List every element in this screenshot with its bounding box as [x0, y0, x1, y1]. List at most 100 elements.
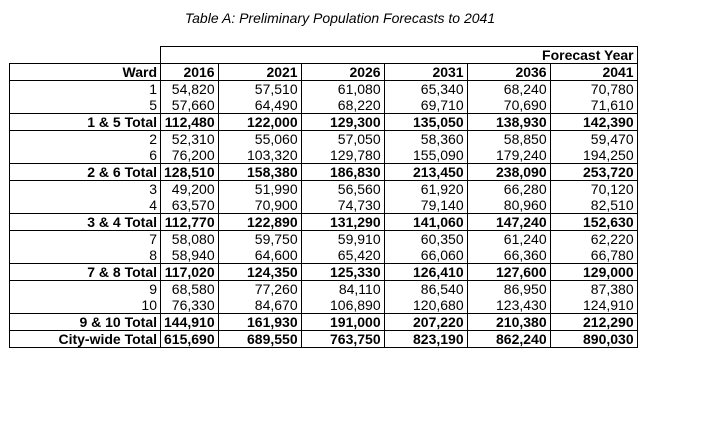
total-row: City-wide Total 615,690 689,550 763,750 823,… [9, 330, 638, 348]
value-cell: 763,750 [300, 330, 385, 348]
value-cell: 57,510 [217, 80, 302, 97]
value-cell: 86,950 [466, 280, 551, 297]
value-cell: 70,120 [549, 180, 638, 197]
value-cell: 60,350 [383, 230, 468, 247]
value-cell: 207,220 [383, 313, 468, 331]
value-cell: 80,960 [466, 197, 551, 214]
value-cell: 57,660 [160, 97, 219, 114]
ward-cell: City-wide Total [9, 330, 161, 348]
column-header-2016: 2016 [160, 63, 219, 81]
value-cell: 66,780 [549, 247, 638, 264]
value-cell: 142,390 [549, 113, 638, 131]
value-cell: 70,780 [549, 80, 638, 97]
value-cell: 144,910 [160, 313, 219, 331]
value-cell: 126,410 [383, 263, 468, 281]
value-cell: 112,770 [160, 213, 219, 231]
value-cell: 70,690 [466, 97, 551, 114]
value-cell: 147,240 [466, 213, 551, 231]
table-row: 2 52,310 55,060 57,050 58,360 58,850 59,470 [9, 130, 638, 147]
value-cell: 58,080 [160, 230, 219, 247]
value-cell: 890,030 [549, 330, 638, 348]
value-cell: 106,890 [300, 297, 385, 314]
ward-cell: 10 [9, 297, 161, 314]
value-cell: 131,290 [300, 213, 385, 231]
value-cell: 191,000 [300, 313, 385, 331]
value-cell: 69,710 [383, 97, 468, 114]
value-cell: 57,050 [300, 130, 385, 147]
column-header-2036: 2036 [466, 63, 551, 81]
value-cell: 122,890 [217, 213, 302, 231]
ward-cell: 1 & 5 Total [9, 113, 161, 131]
value-cell: 68,580 [160, 280, 219, 297]
ward-cell: 8 [9, 247, 161, 264]
value-cell: 103,320 [217, 147, 302, 164]
value-cell: 615,690 [160, 330, 219, 348]
value-cell: 112,480 [160, 113, 219, 131]
value-cell: 79,140 [383, 197, 468, 214]
value-cell: 87,380 [549, 280, 638, 297]
value-cell: 49,200 [160, 180, 219, 197]
value-cell: 129,780 [300, 147, 385, 164]
total-row: 3 & 4 Total 112,770 122,890 131,290 141,060 1… [9, 213, 638, 231]
value-cell: 158,380 [217, 163, 302, 181]
ward-cell: 9 [9, 280, 161, 297]
value-cell: 120,680 [383, 297, 468, 314]
value-cell: 58,850 [466, 130, 551, 147]
ward-cell: 6 [9, 147, 161, 164]
value-cell: 123,430 [466, 297, 551, 314]
value-cell: 52,310 [160, 130, 219, 147]
value-cell: 71,610 [549, 97, 638, 114]
ward-cell: 4 [9, 197, 161, 214]
table-row: 9 68,580 77,260 84,110 86,540 86,950 87,380 [9, 280, 638, 297]
value-cell: 84,670 [217, 297, 302, 314]
table-row: 10 76,330 84,670 106,890 120,680 123,430 124,9… [9, 297, 638, 314]
value-cell: 135,050 [383, 113, 468, 131]
value-cell: 128,510 [160, 163, 219, 181]
value-cell: 54,820 [160, 80, 219, 97]
group-header-row: Forecast Year [10, 46, 638, 64]
table-row: 1 54,820 57,510 61,080 65,340 68,240 70,780 [9, 80, 638, 97]
value-cell: 61,920 [383, 180, 468, 197]
value-cell: 122,000 [217, 113, 302, 131]
value-cell: 76,330 [160, 297, 219, 314]
ward-cell: 3 & 4 Total [9, 213, 161, 231]
table-row: 8 58,940 64,600 65,420 66,060 66,360 66,780 [9, 247, 638, 264]
value-cell: 58,360 [383, 130, 468, 147]
value-cell: 68,240 [466, 80, 551, 97]
column-header-2026: 2026 [300, 63, 385, 81]
value-cell: 161,930 [217, 313, 302, 331]
value-cell: 129,000 [549, 263, 638, 281]
value-cell: 59,470 [549, 130, 638, 147]
ward-cell: 9 & 10 Total [9, 313, 161, 331]
value-cell: 64,490 [217, 97, 302, 114]
value-cell: 77,260 [217, 280, 302, 297]
value-cell: 117,020 [160, 263, 219, 281]
value-cell: 125,330 [300, 263, 385, 281]
value-cell: 689,550 [217, 330, 302, 348]
ward-cell: 7 & 8 Total [9, 263, 161, 281]
value-cell: 129,300 [300, 113, 385, 131]
value-cell: 62,220 [549, 230, 638, 247]
value-cell: 138,930 [466, 113, 551, 131]
column-header-2041: 2041 [549, 63, 638, 81]
table-row: 6 76,200 103,320 129,780 155,090 179,240 194,2… [9, 147, 638, 164]
value-cell: 64,600 [217, 247, 302, 264]
table-row: 5 57,660 64,490 68,220 69,710 70,690 71,610 [9, 97, 638, 114]
value-cell: 155,090 [383, 147, 468, 164]
value-cell: 66,360 [466, 247, 551, 264]
value-cell: 58,940 [160, 247, 219, 264]
value-cell: 70,900 [217, 197, 302, 214]
value-cell: 124,350 [217, 263, 302, 281]
value-cell: 84,110 [300, 280, 385, 297]
value-cell: 55,060 [217, 130, 302, 147]
total-row: 7 & 8 Total 117,020 124,350 125,330 126,410 1… [9, 263, 638, 281]
total-row: 9 & 10 Total 144,910 161,930 191,000 207,220… [9, 313, 638, 331]
table-row: 7 58,080 59,750 59,910 60,350 61,240 62,220 [9, 230, 638, 247]
value-cell: 152,630 [549, 213, 638, 231]
value-cell: 74,730 [300, 197, 385, 214]
value-cell: 253,720 [549, 163, 638, 181]
value-cell: 86,540 [383, 280, 468, 297]
value-cell: 59,750 [217, 230, 302, 247]
value-cell: 213,450 [383, 163, 468, 181]
ward-cell: 2 [9, 130, 161, 147]
